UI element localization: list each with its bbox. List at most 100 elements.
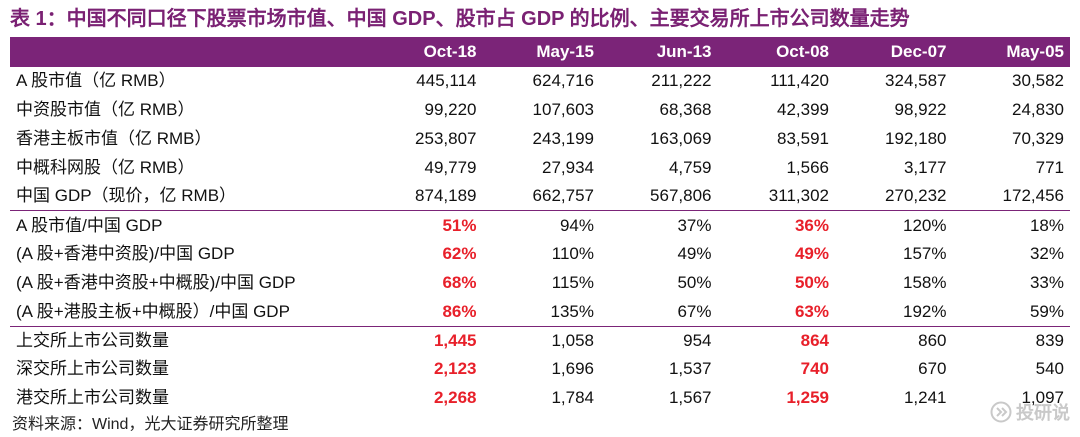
table-cell: 839 (952, 325, 1070, 355)
column-header: Dec-07 (890, 42, 947, 61)
highlighted-cell: 36% (717, 210, 835, 240)
table-cell: 68,368 (659, 100, 712, 120)
column-header: May-05 (1006, 42, 1064, 61)
watermark: 投研说 (990, 399, 1070, 425)
table-cell: 32% (1029, 244, 1064, 264)
highlighted-cell: 2,123 (433, 359, 477, 379)
table-row: 深交所上市公司数量 2,123 1,696 1,537 740 670 540 (10, 355, 1070, 384)
row-label: 中国 GDP（现价，亿 RMB） (16, 186, 237, 206)
header-row: Oct-18 May-15 Jun-13 Oct-08 Dec-07 May-0… (10, 37, 1070, 67)
table-cell: 445,114 (416, 71, 477, 91)
table-cell: 94% (482, 210, 600, 240)
data-table: Oct-18 May-15 Jun-13 Oct-08 Dec-07 May-0… (10, 37, 1070, 413)
highlighted-cell: 740 (800, 359, 829, 379)
table-cell: 37% (600, 210, 718, 240)
table-cell: 270,232 (885, 186, 947, 206)
table-cell: 27,934 (542, 157, 594, 177)
table-cell: 99,220 (424, 100, 477, 120)
table-cell: 540 (1035, 359, 1064, 379)
table-row: 中国 GDP（现价，亿 RMB） 874,189 662,757 567,806… (10, 182, 1070, 211)
table-cell: 135% (550, 301, 594, 321)
column-header: Jun-13 (656, 42, 712, 61)
row-label: (A 股+港股主板+中概股）/中国 GDP (16, 301, 290, 321)
table-cell: 324,587 (885, 71, 947, 91)
table-cell: 70,329 (1012, 128, 1064, 148)
highlighted-cell: 68% (442, 272, 477, 292)
table-cell: 120% (835, 210, 953, 240)
watermark-text: 投研说 (1016, 403, 1070, 423)
table-cell: 567,806 (650, 186, 712, 206)
table-cell: 662,757 (532, 186, 594, 206)
table-cell: 163,069 (650, 128, 712, 148)
table-row: A 股市值/中国 GDP 51% 94% 37% 36% 120% 18% (10, 210, 1070, 240)
column-header (10, 37, 365, 67)
table-cell: 1,784 (551, 388, 594, 408)
table-row: 上交所上市公司数量 1,445 1,058 954 864 860 839 (10, 325, 1070, 355)
row-label: A 股市值/中国 GDP (10, 210, 365, 240)
highlighted-cell: 86% (442, 301, 477, 321)
table-cell: 1,097 (1021, 388, 1064, 408)
table-row: 香港主板市值（亿 RMB） 253,807 243,199 163,069 83… (10, 125, 1070, 154)
highlighted-cell: 2,268 (433, 388, 477, 408)
row-label: (A 股+香港中资股+中概股)/中国 GDP (16, 272, 296, 292)
table-cell: 157% (903, 244, 947, 264)
highlighted-cell: 62% (442, 244, 477, 264)
table-cell: 110% (551, 244, 594, 264)
table-cell: 18% (952, 210, 1070, 240)
row-label: 上交所上市公司数量 (10, 325, 365, 355)
table-row: (A 股+香港中资股+中概股)/中国 GDP 68% 115% 50% 50% … (10, 269, 1070, 298)
table-cell: 624,716 (532, 71, 594, 91)
highlighted-cell: 864 (717, 325, 835, 355)
table-cell: 30,582 (1012, 71, 1064, 91)
table-cell: 3,177 (903, 157, 947, 177)
table-row: 港交所上市公司数量 2,268 1,784 1,567 1,259 1,241 … (10, 384, 1070, 413)
table-cell: 98,922 (894, 100, 947, 120)
table-cell: 860 (835, 325, 953, 355)
column-header: Oct-18 (423, 42, 477, 61)
table-cell: 67% (677, 301, 712, 321)
row-label: 中资股市值（亿 RMB） (16, 100, 195, 120)
table-cell: 1,696 (551, 359, 594, 379)
highlighted-cell: 63% (794, 301, 829, 321)
table-cell: 1,241 (903, 388, 947, 408)
table-cell: 115% (551, 272, 594, 292)
table-cell: 771 (1035, 157, 1064, 177)
table-cell: 874,189 (415, 186, 477, 206)
table-cell: 50% (677, 272, 712, 292)
table-cell: 49,779 (424, 157, 477, 177)
highlighted-cell: 1,259 (786, 388, 829, 408)
row-label: A 股市值（亿 RMB） (16, 71, 176, 91)
table-cell: 1,566 (786, 157, 829, 177)
table-cell: 954 (600, 325, 718, 355)
table-cell: 670 (918, 359, 947, 379)
table-cell: 192% (903, 301, 947, 321)
highlighted-cell: 50% (794, 272, 829, 292)
row-label: 中概科网股（亿 RMB） (16, 157, 195, 177)
table-cell: 111,420 (770, 71, 829, 91)
table-cell: 4,759 (668, 157, 712, 177)
table-row: (A 股+港股主板+中概股）/中国 GDP 86% 135% 67% 63% 1… (10, 297, 1070, 326)
table-cell: 1,537 (668, 359, 712, 379)
table-row: 中资股市值（亿 RMB） 99,220 107,603 68,368 42,39… (10, 96, 1070, 125)
table-cell: 107,603 (532, 100, 594, 120)
table-cell: 24,830 (1012, 100, 1064, 120)
table-title: 表 1：中国不同口径下股票市场市值、中国 GDP、股市占 GDP 的比例、主要交… (10, 8, 910, 30)
source-note: 资料来源：Wind，光大证券研究所整理 (12, 416, 289, 433)
table-cell: 33% (1029, 272, 1064, 292)
table-cell: 243,199 (532, 128, 594, 148)
table-cell: 192,180 (885, 128, 947, 148)
table-cell: 211,222 (651, 71, 712, 91)
table-row: A 股市值（亿 RMB） 445,114 624,716 211,222 111… (10, 67, 1070, 96)
table-row: 中概科网股（亿 RMB） 49,779 27,934 4,759 1,566 3… (10, 153, 1070, 182)
table-cell: 172,456 (1002, 186, 1064, 206)
table-cell: 1,567 (668, 388, 712, 408)
row-label: 香港主板市值（亿 RMB） (16, 128, 212, 148)
highlighted-cell: 51% (365, 210, 483, 240)
table-cell: 253,807 (415, 128, 477, 148)
table-cell: 49% (677, 244, 712, 264)
table-cell: 42,399 (777, 100, 829, 120)
row-label: 港交所上市公司数量 (16, 388, 169, 408)
row-label: 深交所上市公司数量 (16, 359, 169, 379)
watermark-logo-icon (990, 401, 1012, 423)
highlighted-cell: 1,445 (365, 325, 483, 355)
